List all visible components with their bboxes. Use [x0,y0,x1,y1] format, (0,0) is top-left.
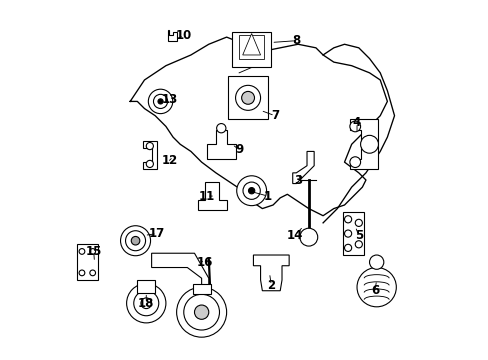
Circle shape [141,298,151,309]
Circle shape [90,249,95,254]
Polygon shape [206,130,235,158]
Bar [239,35,264,59]
Polygon shape [349,119,378,169]
Circle shape [344,216,351,223]
Text: 13: 13 [161,93,177,106]
Text: 14: 14 [286,229,302,242]
Polygon shape [292,152,313,184]
Circle shape [183,294,219,330]
Bar [228,76,267,119]
Text: 16: 16 [197,256,213,269]
Polygon shape [242,33,260,55]
Text: 2: 2 [266,279,275,292]
Circle shape [241,91,254,104]
Text: 6: 6 [370,284,378,297]
Circle shape [216,123,225,133]
Circle shape [158,99,163,104]
Circle shape [235,85,260,111]
Bar [137,280,155,293]
Text: 5: 5 [354,229,362,242]
Circle shape [344,230,351,237]
Text: 11: 11 [199,190,215,203]
Circle shape [79,249,84,254]
Text: 17: 17 [148,227,165,240]
Text: 15: 15 [85,245,102,258]
Circle shape [356,267,395,307]
Circle shape [153,94,167,108]
Polygon shape [167,30,176,41]
Text: 8: 8 [291,34,300,47]
Text: 12: 12 [161,154,177,167]
Circle shape [354,241,362,248]
Circle shape [248,188,254,194]
Circle shape [125,231,145,251]
Circle shape [354,219,362,226]
Circle shape [126,284,165,323]
Circle shape [236,176,266,206]
Polygon shape [342,212,364,255]
Bar [192,284,210,294]
Text: 1: 1 [263,190,271,203]
Circle shape [194,305,208,319]
Circle shape [349,121,360,132]
Circle shape [176,287,226,337]
Polygon shape [77,244,98,280]
Circle shape [148,89,172,114]
Text: 10: 10 [175,29,191,42]
Polygon shape [142,141,157,169]
Text: 3: 3 [293,174,302,186]
Bar [231,32,271,67]
Circle shape [344,244,351,251]
Circle shape [360,135,378,153]
Circle shape [146,160,153,167]
Text: 7: 7 [270,109,278,122]
Circle shape [146,143,153,150]
Text: 18: 18 [138,297,154,310]
Circle shape [299,228,317,246]
Circle shape [90,270,95,276]
Circle shape [349,157,360,167]
Circle shape [79,270,84,276]
Text: 9: 9 [235,143,243,156]
Polygon shape [253,255,288,291]
Circle shape [243,182,260,199]
Circle shape [131,237,140,245]
Polygon shape [151,253,208,289]
Polygon shape [198,182,226,210]
Circle shape [369,255,383,269]
Text: 4: 4 [352,116,361,129]
Circle shape [134,291,159,316]
Circle shape [121,226,150,256]
